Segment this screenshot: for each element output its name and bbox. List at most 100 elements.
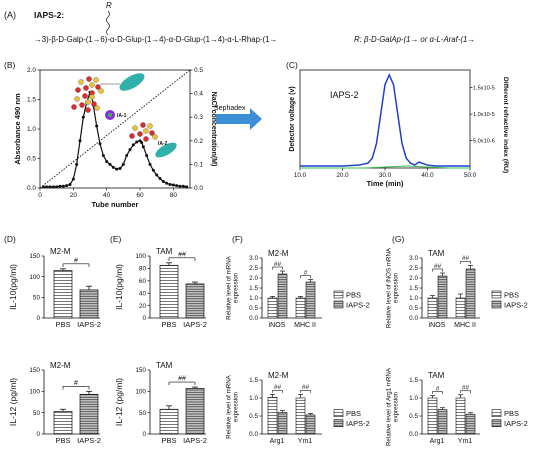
y-tick-label: 0.0 — [27, 185, 36, 192]
y-tick-label: 1.5 — [27, 97, 36, 104]
bar-panel-f1: 0.0 0.5 1.0 1.5 2.0 2.5 3.0 Relative level of m… — [226, 249, 370, 329]
y-tick-label: 60 — [139, 278, 147, 285]
absorbance-point — [108, 162, 112, 166]
panel-e-label: (E) — [110, 234, 122, 244]
absorbance-point — [185, 185, 189, 189]
y-axis-label: IL-10(pg/ml) — [8, 264, 18, 310]
y-tick-label: 100 — [135, 389, 146, 396]
absorbance-point — [81, 115, 85, 119]
bar — [305, 281, 316, 319]
legend-label: IAPS-2 — [346, 301, 370, 310]
absorbance-point — [131, 143, 135, 147]
category-label: MHC II — [454, 322, 476, 329]
category-label: PBS — [55, 436, 70, 445]
panel-subtitle: M2-M — [50, 361, 71, 370]
absorbance-point — [135, 140, 139, 144]
significance-mark: # — [304, 269, 308, 276]
x-tick-label: 20.0 — [336, 172, 349, 179]
y-tick-label: 100 — [135, 253, 146, 260]
sugar-residue — [147, 123, 153, 129]
panel-subtitle: M2-M — [268, 249, 289, 258]
significance-mark: ## — [274, 261, 282, 268]
y-tick-label: 0.0 — [409, 315, 418, 322]
bar — [465, 413, 476, 435]
absorbance-point — [128, 148, 132, 152]
absorbance-point — [148, 162, 152, 166]
panel-b: (B) 0 20 40 60 80 0.0 0.5 1.0 1.5 2.0 0.0 0.1 0.2 0.3… — [4, 60, 217, 209]
y-tick-label: 0.5 — [409, 305, 418, 312]
sugar-residue — [86, 76, 92, 82]
legend-label: PBS — [504, 409, 519, 418]
bar-panel-d1: 0 50 100 150 IL-10(pg/ml) M2-M PBS IAPS-2 # — [8, 247, 101, 329]
y-tick-label: 1.5 — [249, 377, 258, 384]
y-tick-label: 2.5 — [249, 265, 258, 272]
y-tick-label: 1.5 — [249, 285, 258, 292]
legend-label: IAPS-2 — [504, 419, 528, 428]
panel-subtitle: TAM — [156, 361, 173, 370]
structure-text: →3)-β-D-Galp-(1→6)-α-D-Glup-(1→4)-α-D-Gl… — [34, 35, 277, 44]
sugar-residue — [143, 136, 149, 142]
absorbance-point — [95, 124, 99, 128]
y-tick-label: 0.0 — [249, 431, 258, 438]
sugar-residue — [95, 84, 101, 90]
y-tick-label: 1.0 — [409, 395, 418, 402]
absorbance-point — [151, 168, 155, 172]
y-tick-label: 50 — [139, 410, 147, 417]
sugar-residue — [152, 134, 158, 140]
y-axis-label: Relative level of Arg1 mRNA — [386, 367, 393, 446]
y-tick-label: 3.0 — [249, 255, 258, 262]
category-label: IAPS-2 — [77, 320, 101, 329]
bar — [79, 289, 99, 319]
x-tick-label: 40.0 — [421, 172, 434, 179]
y-tick-label: 0 — [36, 431, 40, 438]
bar — [277, 273, 288, 319]
y-tick-label: 150 — [29, 253, 40, 260]
y-tick-label: 0 — [36, 315, 40, 322]
panel-g-label: (G) — [392, 234, 404, 244]
category-label: PBS — [161, 320, 176, 329]
y-tick-label: 1.5 — [409, 377, 418, 384]
sugar-residue — [74, 96, 80, 102]
absorbance-point — [158, 177, 162, 181]
bar — [277, 412, 288, 435]
category-label: iNOS — [269, 322, 286, 329]
y-tick-label: 1.0 — [249, 395, 258, 402]
sugar-residue — [129, 133, 135, 139]
y-tick-label: 1.0 — [249, 295, 258, 302]
bar — [185, 387, 205, 435]
sugar-residue — [71, 104, 77, 110]
y-axis-label: IL-12 (pg/ml) — [114, 378, 124, 426]
sugar-residue — [85, 107, 91, 113]
absorbance-point — [145, 154, 149, 158]
absorbance-point — [61, 184, 65, 188]
category-label: MHC II — [294, 322, 316, 329]
absorbance-point — [141, 145, 145, 149]
significance-mark: ## — [274, 384, 282, 391]
legend-swatch — [333, 409, 344, 418]
y2-tick-label: 0.5 — [194, 67, 203, 74]
absorbance-point — [45, 185, 49, 189]
sugar-residue — [89, 82, 95, 88]
category-label: Arg1 — [430, 438, 445, 445]
sugar-residue — [93, 77, 99, 83]
bar — [455, 297, 466, 319]
sugar-residue — [91, 101, 97, 107]
y-tick-label: 1.0 — [27, 126, 36, 133]
x-tick-label: 50.0 — [464, 172, 477, 179]
panel-subtitle: M2-M — [268, 371, 289, 380]
y2-tick-label: 0.3 — [194, 114, 203, 121]
x-tick-label: 60 — [136, 192, 144, 199]
absorbance-point — [175, 184, 179, 188]
y-axis-label: expression — [233, 272, 240, 302]
legend-label: PBS — [346, 409, 361, 418]
y-tick-label: 150 — [29, 367, 40, 374]
sephadex-arrow: Sephadex — [214, 105, 262, 130]
bar-panel-g2: 0.0 0.5 1.0 1.5 Relative level of Arg1 mRNA e… — [386, 367, 528, 446]
y-tick-label: 2.5 — [409, 265, 418, 272]
category-label: iNOS — [429, 322, 446, 329]
bar — [295, 397, 306, 435]
ia2-label: IA-2 — [158, 141, 168, 147]
category-label: PBS — [55, 320, 70, 329]
y-tick-label: 1.5 — [409, 285, 418, 292]
y-tick-label: 0 — [142, 431, 146, 438]
